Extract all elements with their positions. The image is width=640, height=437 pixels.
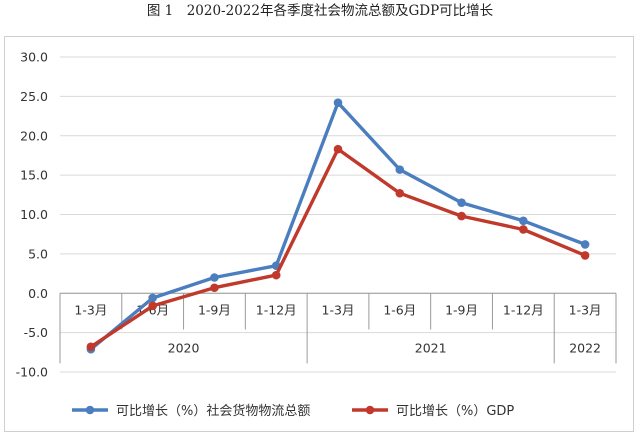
data-point <box>333 98 343 107</box>
data-point <box>457 211 466 221</box>
y-tick-label: 15.0 <box>20 168 48 183</box>
y-tick-label: 30.0 <box>20 50 48 65</box>
category-label: 1-3月 <box>569 303 602 318</box>
data-point <box>395 188 405 198</box>
category-label: 1-3月 <box>322 303 355 318</box>
y-tick-label: -5.0 <box>24 325 48 340</box>
group-label: 2020 <box>168 340 200 355</box>
data-point <box>271 270 281 280</box>
group-label: 2021 <box>415 340 447 355</box>
legend-swatch-marker <box>365 405 375 415</box>
group-label: 2022 <box>569 340 601 355</box>
y-tick-label: 10.0 <box>20 207 48 222</box>
category-label: 1-9月 <box>198 303 231 318</box>
data-point <box>210 273 219 282</box>
category-label: 1-9月 <box>445 303 478 318</box>
series-lines <box>86 98 590 354</box>
legend: 可比增长（%）社会货物物流总额 可比增长（%）GDP <box>72 403 514 419</box>
y-axis-labels: -10.0 -5.0 0.0 5.0 10.0 15.0 20.0 25.0 30.0 <box>16 50 48 380</box>
legend-label: 可比增长（%）GDP <box>396 404 514 419</box>
category-label: 1-6月 <box>383 303 416 318</box>
chart-title: 图 1 2020-2022年各季度社会物流总额及GDP可比增长 <box>146 3 494 19</box>
data-point <box>86 342 96 352</box>
data-point <box>395 165 405 174</box>
y-tick-label: 25.0 <box>20 89 48 104</box>
category-label: 1-3月 <box>74 303 107 318</box>
chart-frame <box>4 36 634 432</box>
y-tick-label: 0.0 <box>28 286 48 301</box>
gridlines <box>60 56 616 373</box>
y-tick-label: 20.0 <box>20 128 48 143</box>
data-point <box>210 283 219 293</box>
category-label: 1-12月 <box>256 303 297 318</box>
data-point <box>580 251 590 260</box>
data-point <box>148 293 157 303</box>
legend-label: 可比增长（%）社会货物物流总额 <box>116 403 310 419</box>
data-point <box>148 301 157 311</box>
y-tick-label: 5.0 <box>28 246 48 261</box>
legend-swatch-marker <box>85 405 95 415</box>
data-point <box>519 216 528 226</box>
category-label: 1-12月 <box>503 303 544 318</box>
data-point <box>333 144 343 154</box>
y-tick-label: -10.0 <box>16 365 48 380</box>
data-point <box>580 240 590 249</box>
x-axis-categories: 1-3月1-6月1-9月1-12月1-3月1-6月1-9月1-12月1-3月20… <box>59 293 617 364</box>
data-point <box>519 225 528 234</box>
data-point <box>457 198 466 207</box>
